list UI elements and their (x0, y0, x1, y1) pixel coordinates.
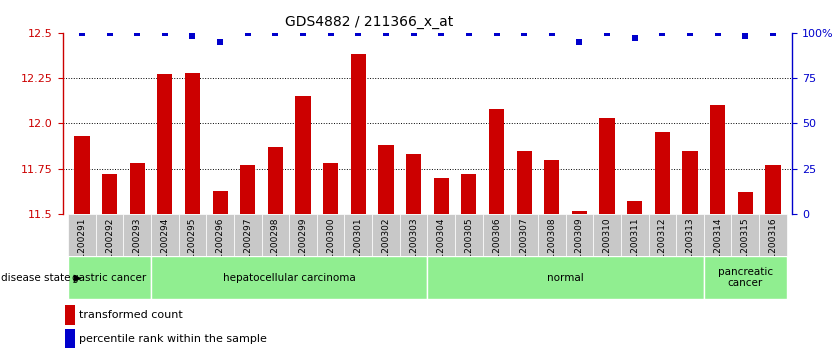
Bar (240, 165, 255, 214)
Bar (158, 74, 173, 214)
Text: disease state ▶: disease state ▶ (1, 273, 82, 283)
Bar (323, 163, 339, 214)
Text: GSM1200306: GSM1200306 (492, 217, 501, 278)
Text: GSM1200291: GSM1200291 (78, 217, 87, 278)
Bar (372, 214, 399, 256)
Text: GSM1200296: GSM1200296 (216, 217, 224, 278)
Text: GSM1200293: GSM1200293 (133, 217, 142, 278)
Bar (710, 105, 726, 214)
Text: GSM1200300: GSM1200300 (326, 217, 335, 278)
Bar (593, 214, 621, 256)
Bar (649, 214, 676, 256)
Bar (759, 214, 786, 256)
Text: GSM1200313: GSM1200313 (686, 217, 695, 278)
Bar (461, 174, 476, 214)
Bar (399, 214, 427, 256)
Bar (123, 214, 151, 256)
Bar (427, 214, 455, 256)
Text: GSM1200298: GSM1200298 (271, 217, 280, 278)
Bar (516, 151, 532, 214)
Bar (268, 147, 283, 214)
Bar (738, 192, 753, 214)
Bar (704, 256, 786, 299)
Text: normal: normal (547, 273, 584, 283)
Bar (213, 191, 228, 214)
Text: percentile rank within the sample: percentile rank within the sample (79, 334, 267, 344)
Bar (538, 214, 565, 256)
Text: GSM1200307: GSM1200307 (520, 217, 529, 278)
Title: GDS4882 / 211366_x_at: GDS4882 / 211366_x_at (285, 15, 453, 29)
Text: GSM1200309: GSM1200309 (575, 217, 584, 278)
Bar (234, 214, 262, 256)
Bar (766, 165, 781, 214)
Bar (151, 256, 427, 299)
Text: transformed count: transformed count (79, 310, 183, 320)
Text: GSM1200302: GSM1200302 (381, 217, 390, 278)
Bar (102, 174, 117, 214)
Text: GSM1200315: GSM1200315 (741, 217, 750, 278)
Text: hepatocellular carcinoma: hepatocellular carcinoma (223, 273, 355, 283)
Bar (455, 214, 483, 256)
Text: pancreatic
cancer: pancreatic cancer (718, 267, 773, 289)
Text: GSM1200314: GSM1200314 (713, 217, 722, 278)
Bar (600, 118, 615, 214)
Text: GSM1200305: GSM1200305 (465, 217, 474, 278)
Text: GSM1200304: GSM1200304 (437, 217, 445, 278)
Bar (379, 145, 394, 214)
Bar (489, 109, 504, 214)
Text: GSM1200295: GSM1200295 (188, 217, 197, 278)
Text: gastric cancer: gastric cancer (73, 273, 147, 283)
Bar (96, 214, 123, 256)
Text: GSM1200311: GSM1200311 (631, 217, 639, 278)
Bar (483, 214, 510, 256)
Text: GSM1200294: GSM1200294 (160, 217, 169, 278)
Bar (178, 214, 206, 256)
Bar (317, 214, 344, 256)
Bar (129, 163, 145, 214)
Bar (68, 256, 151, 299)
Bar (262, 214, 289, 256)
Bar (206, 214, 234, 256)
Bar (185, 73, 200, 214)
Bar (621, 214, 649, 256)
Bar (295, 96, 310, 214)
Bar (731, 214, 759, 256)
Text: GSM1200310: GSM1200310 (603, 217, 611, 278)
Bar (627, 201, 642, 214)
Text: GSM1200308: GSM1200308 (547, 217, 556, 278)
Bar (68, 214, 96, 256)
Bar (151, 214, 178, 256)
Bar (682, 151, 697, 214)
Bar (655, 132, 670, 214)
Bar (510, 214, 538, 256)
Text: GSM1200299: GSM1200299 (299, 217, 308, 278)
Text: GSM1200292: GSM1200292 (105, 217, 114, 278)
Text: GSM1200316: GSM1200316 (768, 217, 777, 278)
Bar (351, 54, 366, 214)
Text: GSM1200297: GSM1200297 (244, 217, 252, 278)
Bar (565, 214, 593, 256)
Bar (676, 214, 704, 256)
Text: GSM1200303: GSM1200303 (409, 217, 418, 278)
Text: GSM1200312: GSM1200312 (658, 217, 667, 278)
Text: GSM1200301: GSM1200301 (354, 217, 363, 278)
Bar (406, 154, 421, 214)
Bar (74, 136, 89, 214)
Bar (289, 214, 317, 256)
Bar (572, 211, 587, 214)
Bar (434, 178, 449, 214)
Bar (344, 214, 372, 256)
Bar (704, 214, 731, 256)
Bar (427, 256, 704, 299)
Bar (545, 160, 560, 214)
